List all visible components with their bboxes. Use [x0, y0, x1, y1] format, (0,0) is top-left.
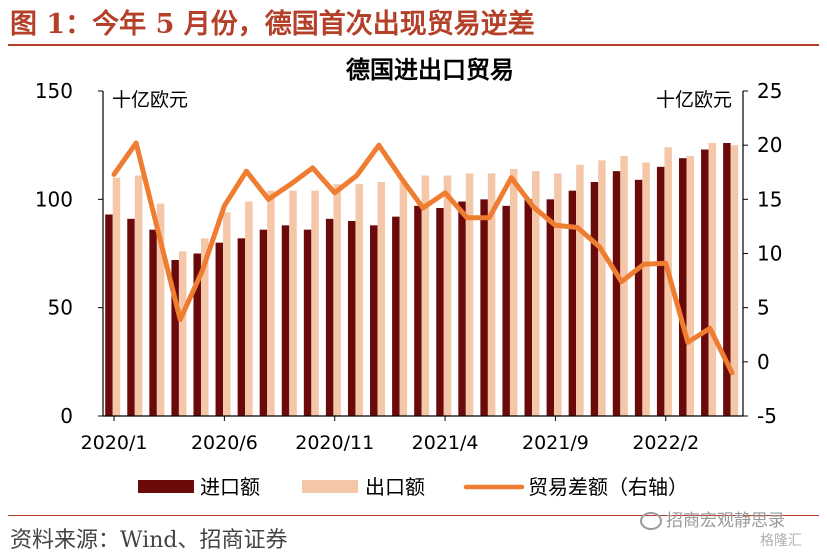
bar-exports	[532, 171, 540, 416]
bar-exports	[620, 156, 628, 416]
bar-imports	[458, 201, 466, 416]
wechat-icon	[640, 512, 662, 530]
bar-imports	[502, 205, 510, 416]
bar-exports	[708, 143, 717, 416]
bar-imports	[347, 221, 356, 416]
x-tick-label: 2020/6	[191, 432, 258, 454]
bar-exports	[554, 173, 562, 416]
left-tick-label: 100	[35, 187, 73, 211]
left-tick-label: 50	[48, 296, 73, 320]
bar-imports	[171, 260, 179, 416]
bar-exports	[465, 173, 474, 416]
legend-label-imports: 进口额	[200, 475, 260, 499]
bar-imports	[701, 149, 709, 416]
bar-exports	[399, 182, 408, 416]
bar-imports	[325, 218, 334, 416]
left-axis-unit: 十亿欧元	[112, 89, 188, 111]
bar-imports	[259, 229, 268, 416]
legend-label-balance: 贸易差额（右轴）	[528, 475, 688, 499]
left-tick-label: 0	[60, 404, 73, 428]
bar-imports	[149, 229, 157, 416]
bar-imports	[612, 171, 621, 416]
bar-imports	[436, 208, 444, 416]
bar-imports	[524, 199, 533, 416]
legend-swatch-imports	[138, 480, 194, 493]
bar-exports	[576, 164, 584, 416]
x-tick-label: 2020/1	[81, 432, 148, 454]
bar-exports	[355, 184, 363, 416]
right-tick-label: 10	[757, 242, 782, 266]
right-tick-label: 0	[757, 350, 770, 374]
right-tick-label: 15	[757, 187, 782, 211]
bar-imports	[281, 225, 290, 416]
bar-imports	[634, 179, 643, 416]
title-rule	[8, 44, 819, 46]
bar-exports	[112, 177, 121, 416]
bar-imports	[105, 214, 113, 416]
legend-label-exports: 出口额	[365, 475, 425, 499]
bar-imports	[590, 182, 599, 416]
bar-exports	[664, 147, 672, 417]
bar-imports	[480, 199, 488, 416]
left-tick-label: 150	[35, 79, 73, 103]
bar-exports	[443, 175, 452, 416]
bar-imports	[237, 238, 246, 416]
legend-swatch-exports	[302, 480, 358, 493]
bar-exports	[421, 175, 430, 416]
bar-exports	[200, 238, 209, 416]
watermark: 招商宏观静思录	[640, 506, 785, 531]
bar-imports	[127, 218, 135, 416]
bar-exports	[642, 162, 650, 416]
bar-imports	[370, 225, 378, 416]
bars-layer	[105, 143, 739, 417]
bar-imports	[723, 143, 731, 416]
bar-exports	[333, 184, 341, 416]
watermark-secondary: 格隆汇	[760, 533, 802, 549]
bar-exports	[730, 145, 739, 416]
bar-imports	[546, 199, 555, 416]
right-axis-unit: 十亿欧元	[656, 89, 732, 111]
figure-title: 图 1：今年 5 月份，德国首次出现贸易逆差	[10, 9, 535, 40]
x-tick-label: 2021/4	[412, 432, 479, 454]
bar-imports	[193, 253, 201, 416]
right-tick-label: 20	[757, 133, 782, 157]
bar-exports	[509, 169, 518, 416]
source-note: 资料来源：Wind、招商证券	[10, 528, 288, 553]
right-tick-label: 25	[757, 79, 782, 103]
x-tick-label: 2022/2	[632, 432, 699, 454]
watermark-text: 招商宏观静思录	[666, 511, 785, 531]
bar-exports	[377, 182, 386, 416]
right-tick-label: 5	[757, 296, 770, 320]
source-rule	[8, 515, 819, 516]
axes-layer: 0 50 100 150 -5 0 5 10 15 20 25 2020/1 2020/6 2020/11…	[35, 79, 783, 454]
bar-exports	[223, 212, 231, 416]
bar-exports	[156, 203, 165, 416]
bar-exports	[134, 175, 143, 416]
bar-imports	[392, 216, 400, 416]
bar-exports	[245, 201, 253, 416]
x-tick-label: 2020/11	[295, 432, 374, 454]
bar-imports	[568, 190, 577, 416]
bar-exports	[311, 190, 319, 416]
bar-imports	[679, 158, 687, 416]
x-tick-label: 2021/9	[522, 432, 589, 454]
balance-line-layer	[111, 140, 735, 376]
bar-exports	[178, 251, 187, 416]
bar-exports	[289, 190, 297, 416]
bar-exports	[598, 160, 606, 416]
chart-title: 德国进出口贸易	[346, 56, 514, 84]
legend: 进口额 出口额 贸易差额（右轴）	[138, 475, 688, 499]
right-tick-label: -5	[757, 404, 777, 428]
bar-exports	[686, 156, 695, 416]
bar-imports	[215, 242, 224, 416]
bar-exports	[487, 173, 496, 416]
bar-imports	[656, 166, 665, 416]
balance-line	[111, 140, 735, 376]
bar-imports	[414, 205, 422, 416]
bar-exports	[267, 190, 275, 416]
bar-imports	[303, 229, 312, 416]
